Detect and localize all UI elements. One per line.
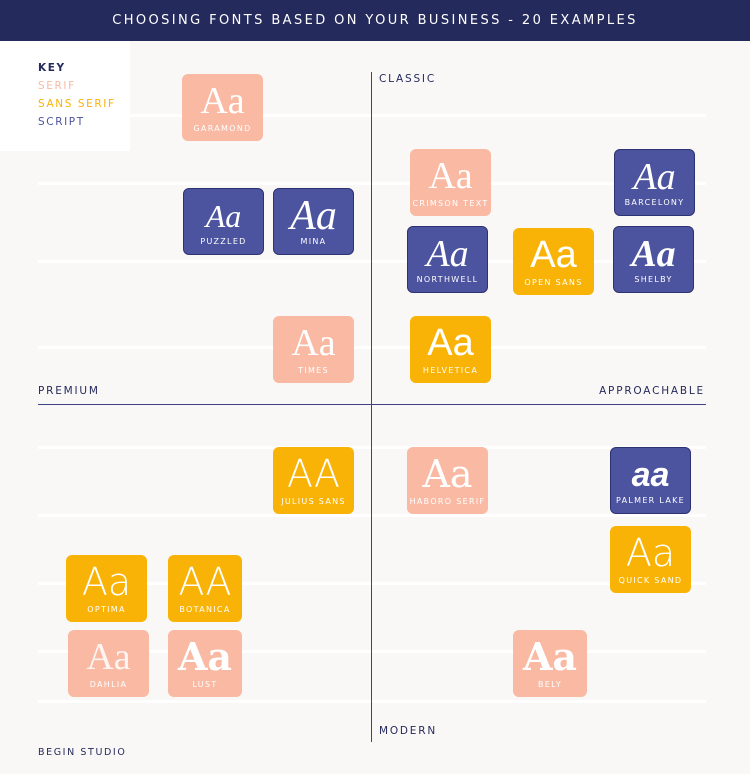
vertical-axis — [371, 72, 372, 742]
font-sample: Aa — [625, 531, 676, 575]
axis-label-bottom: MODERN — [379, 725, 437, 737]
font-tile-puzzled: Aa PUZZLED — [183, 188, 264, 255]
font-sample: Aa — [200, 80, 245, 122]
grid-stripe — [38, 260, 706, 263]
font-tile-garamond: Aa GARAMOND — [182, 74, 263, 141]
font-tile-barcelony: Aa BARCELONY — [614, 149, 695, 216]
axis-label-right: APPROACHABLE — [599, 385, 705, 397]
font-tile-palmer-lake: aa PALMER LAKE — [610, 447, 691, 514]
font-tile-open-sans: Aa OPEN SANS — [513, 228, 594, 295]
legend: KEY SERIF SANS SERIF SCRIPT — [0, 41, 130, 151]
font-sample: Aa — [205, 198, 242, 234]
font-name: BELY — [537, 680, 563, 689]
font-sample: Aa — [86, 636, 131, 678]
font-tile-bely: Aa BELY — [513, 630, 587, 697]
font-sample: Aa — [290, 193, 337, 239]
title-banner: CHOOSING FONTS BASED ON YOUR BUSINESS - … — [0, 0, 750, 41]
page-title: CHOOSING FONTS BASED ON YOUR BUSINESS - … — [112, 13, 638, 28]
font-tile-shelby: Aa SHELBY — [613, 226, 694, 293]
font-name: BOTANICA — [179, 605, 231, 614]
grid-stripe — [38, 514, 706, 517]
font-tile-optima: Aa OPTIMA — [66, 555, 147, 622]
font-name: PALMER LAKE — [615, 496, 685, 505]
font-name: GARAMOND — [193, 124, 252, 133]
font-tile-lust: Aa LUST — [168, 630, 242, 697]
font-name: OPTIMA — [87, 605, 126, 614]
axis-label-top: CLASSIC — [379, 73, 436, 85]
font-sample: Aa — [177, 634, 233, 679]
grid-stripe — [38, 182, 706, 185]
font-name: TIMES — [298, 366, 329, 375]
font-sample: aa — [631, 456, 670, 494]
font-name: SHELBY — [634, 275, 673, 284]
font-sample: Aa — [522, 634, 578, 679]
font-tile-botanica: AA BOTANICA — [168, 555, 242, 622]
grid-stripe — [38, 700, 706, 703]
grid-stripe — [38, 114, 706, 117]
legend-serif: SERIF — [38, 80, 76, 92]
font-tile-helvetica: Aa HELVETICA — [410, 316, 491, 383]
grid-stripe — [38, 650, 706, 653]
font-name: JULIUS SANS — [281, 497, 346, 506]
font-sample: Aa — [426, 233, 469, 275]
font-name: OPEN SANS — [524, 278, 583, 287]
font-sample: Aa — [631, 233, 676, 275]
font-name: BARCELONY — [624, 198, 685, 207]
font-tile-quick-sand: Aa QUICK SAND — [610, 526, 691, 593]
font-sample: Aa — [428, 155, 473, 197]
legend-heading: KEY — [38, 62, 66, 74]
font-name: PUZZLED — [200, 237, 247, 246]
font-tile-crimson-text: Aa CRIMSON TEXT — [410, 149, 491, 216]
grid-stripe — [38, 446, 706, 449]
legend-script: SCRIPT — [38, 116, 85, 128]
font-name: DAHLIA — [89, 680, 128, 689]
font-sample: Aa — [422, 452, 473, 496]
font-name: LUST — [192, 680, 218, 689]
font-name: NORTHWELL — [416, 275, 479, 284]
font-name: HABORO SERIF — [409, 497, 486, 506]
footer-credit: BEGIN STUDIO — [38, 747, 127, 758]
legend-sans-serif: SANS SERIF — [38, 98, 116, 110]
font-tile-northwell: Aa NORTHWELL — [407, 226, 488, 293]
font-tile-julius-sans: AA JULIUS SANS — [273, 447, 354, 514]
font-name: QUICK SAND — [618, 576, 683, 585]
grid-stripe — [38, 346, 706, 349]
font-sample: Aa — [291, 322, 336, 364]
font-sample: AA — [286, 452, 341, 496]
font-name: HELVETICA — [422, 366, 479, 375]
font-tile-times: Aa TIMES — [273, 316, 354, 383]
font-sample: Aa — [81, 560, 132, 604]
font-tile-mina: Aa MINA — [273, 188, 354, 255]
font-name: CRIMSON TEXT — [412, 199, 489, 208]
font-tile-dahlia: Aa DAHLIA — [68, 630, 149, 697]
axis-label-left: PREMIUM — [38, 385, 100, 397]
horizontal-axis — [38, 404, 706, 405]
font-sample: Aa — [530, 234, 577, 276]
font-name: MINA — [300, 237, 327, 246]
font-sample: AA — [178, 560, 232, 604]
font-sample: Aa — [633, 156, 676, 198]
grid-stripe — [38, 582, 706, 585]
font-tile-haboro-serif: Aa HABORO SERIF — [407, 447, 488, 514]
font-sample: Aa — [427, 322, 474, 364]
